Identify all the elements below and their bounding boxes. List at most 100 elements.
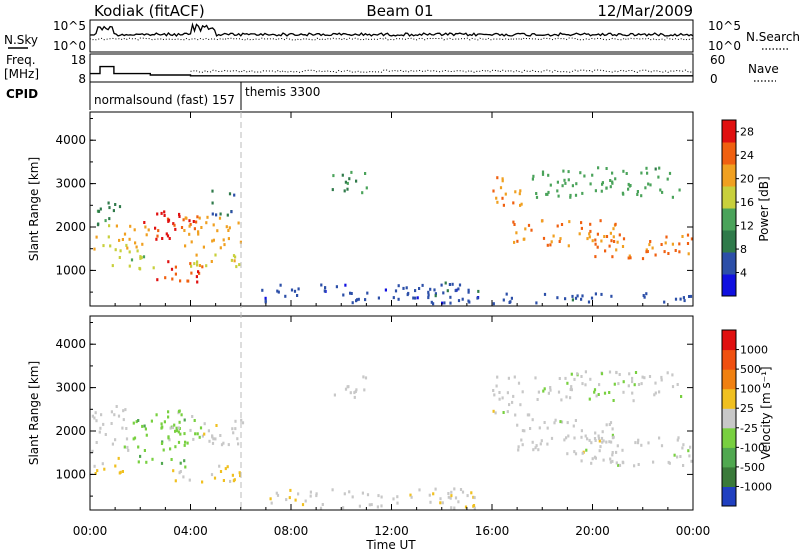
heat-cell bbox=[201, 480, 204, 484]
heat-cell bbox=[634, 441, 637, 445]
heat-cell bbox=[598, 383, 601, 387]
heat-cell bbox=[640, 194, 643, 198]
colorbar-tick-label: 500 bbox=[740, 363, 761, 376]
heat-cell bbox=[517, 448, 520, 452]
freq-right-tick-top: 60 bbox=[710, 53, 725, 67]
heat-cell bbox=[133, 228, 136, 232]
freq-panel-frame bbox=[89, 53, 694, 83]
heat-cell bbox=[155, 413, 158, 417]
heat-cell bbox=[99, 207, 102, 211]
colorbar-swatch bbox=[722, 369, 736, 390]
heat-cell bbox=[645, 248, 648, 252]
heat-cell bbox=[188, 478, 191, 482]
heat-cell bbox=[498, 397, 501, 401]
heat-cell bbox=[454, 496, 458, 500]
heat-cell bbox=[198, 216, 201, 220]
heat-cell bbox=[108, 217, 111, 221]
heat-cell bbox=[597, 436, 601, 440]
heat-cell bbox=[294, 498, 297, 502]
heat-cell bbox=[370, 503, 373, 507]
power-colorbar: 4 8 12 16 20 24 28 bbox=[721, 119, 754, 297]
heat-cell bbox=[567, 434, 570, 438]
heat-cell bbox=[594, 238, 597, 242]
heat-cell bbox=[510, 296, 513, 300]
heat-cell bbox=[549, 386, 552, 389]
heat-cell bbox=[118, 205, 122, 209]
heat-cell bbox=[174, 227, 177, 231]
heat-cell bbox=[182, 475, 185, 479]
heat-cell bbox=[495, 196, 498, 200]
heat-cell bbox=[180, 226, 184, 229]
heat-cell bbox=[224, 467, 227, 471]
heat-cell bbox=[167, 436, 170, 440]
heat-cell bbox=[174, 272, 177, 276]
heat-cell bbox=[178, 471, 181, 475]
heat-cell bbox=[547, 391, 550, 395]
heat-cell bbox=[231, 473, 234, 477]
heat-cell bbox=[610, 239, 613, 243]
heat-cell bbox=[228, 192, 232, 196]
heat-cell bbox=[178, 215, 181, 218]
heat-cell bbox=[323, 289, 326, 293]
heat-cell bbox=[429, 500, 432, 504]
heat-cell bbox=[392, 497, 395, 501]
heat-cell bbox=[640, 382, 643, 386]
heat-cell bbox=[449, 496, 452, 500]
heat-cell bbox=[674, 249, 677, 252]
heat-cell bbox=[614, 177, 617, 181]
heat-cell bbox=[377, 296, 380, 300]
heat-cell bbox=[621, 245, 625, 248]
heat-cell bbox=[535, 444, 538, 448]
heat-cell bbox=[599, 219, 602, 223]
heat-cell bbox=[343, 189, 346, 193]
nave-label: Nave bbox=[748, 62, 779, 76]
heat-cell bbox=[234, 419, 237, 423]
cpid-label: CPID bbox=[6, 87, 38, 101]
heat-cell bbox=[139, 256, 142, 260]
heat-cell bbox=[569, 195, 572, 199]
y-tick-label: 2000 bbox=[55, 220, 86, 234]
heat-cell bbox=[524, 227, 527, 231]
heat-cell bbox=[210, 260, 213, 263]
heat-cell bbox=[467, 290, 470, 294]
heat-cell bbox=[461, 490, 465, 494]
heat-cell bbox=[690, 459, 693, 463]
heat-cell bbox=[611, 255, 614, 259]
heat-cell bbox=[571, 184, 574, 188]
heat-cell bbox=[190, 264, 193, 268]
heat-cell bbox=[288, 496, 291, 500]
nave-trace bbox=[190, 69, 694, 73]
heat-cell bbox=[660, 243, 663, 246]
heat-cell bbox=[549, 183, 552, 187]
heat-cell bbox=[447, 492, 450, 495]
heat-cell bbox=[615, 450, 618, 454]
colorbar-tick-label: 4 bbox=[740, 267, 747, 280]
heat-cell bbox=[356, 298, 359, 302]
heat-cell bbox=[145, 460, 148, 464]
heat-cell bbox=[164, 276, 167, 280]
heat-cell bbox=[546, 243, 549, 247]
heat-cell bbox=[629, 256, 632, 260]
heat-cell bbox=[560, 420, 564, 424]
heat-cell bbox=[145, 233, 148, 237]
heat-cell bbox=[355, 388, 358, 392]
heat-cell bbox=[96, 223, 100, 227]
heat-cell bbox=[160, 442, 164, 445]
heat-cell bbox=[686, 242, 690, 245]
heat-cell bbox=[517, 445, 520, 449]
heat-cell bbox=[434, 487, 437, 491]
heat-cell bbox=[581, 451, 584, 455]
heat-cell bbox=[231, 427, 234, 431]
heat-cell bbox=[461, 297, 464, 301]
heat-cell bbox=[189, 223, 192, 226]
heat-cell bbox=[537, 448, 540, 452]
heat-cell bbox=[633, 464, 636, 468]
heat-cell bbox=[215, 424, 218, 427]
heat-cell bbox=[527, 223, 531, 227]
colorbar-tick-label: 25 bbox=[740, 402, 754, 415]
heat-cell bbox=[665, 235, 668, 239]
heat-cell bbox=[111, 442, 114, 446]
heat-cell bbox=[637, 383, 641, 386]
colorbar-tick-label: 1000 bbox=[740, 344, 768, 357]
nsky-trace bbox=[89, 22, 694, 37]
